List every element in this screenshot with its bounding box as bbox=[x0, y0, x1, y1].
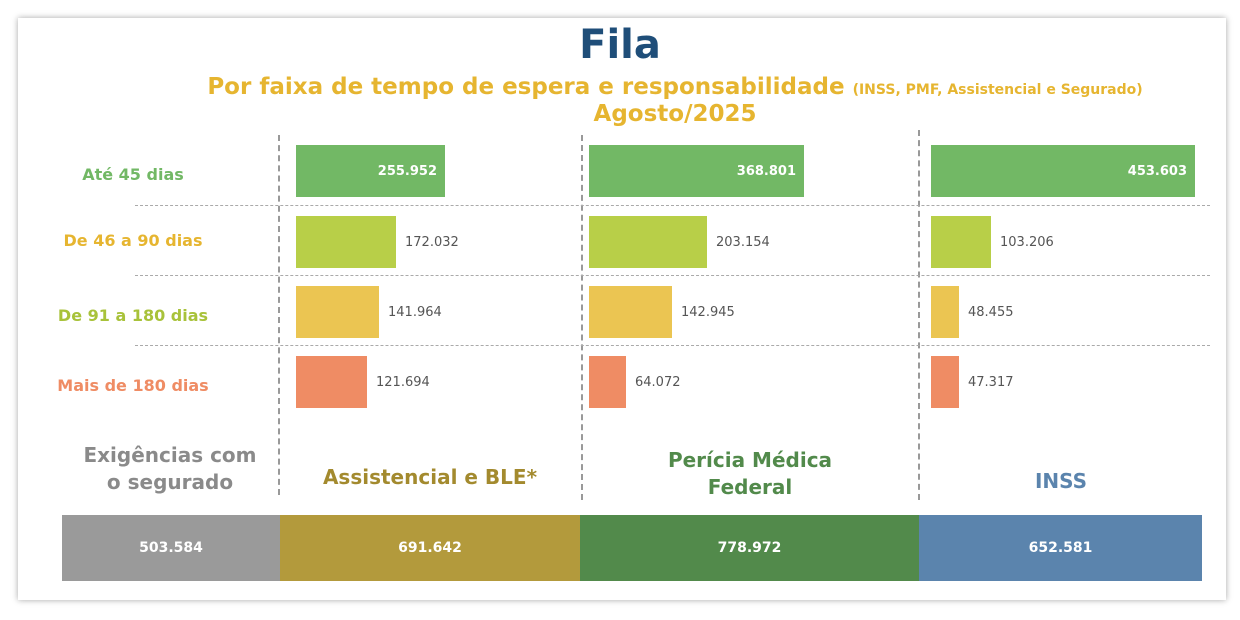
bar-label-pericia-mais-180: 64.072 bbox=[635, 375, 681, 390]
column-head-segurado: Exigências com o segurado bbox=[62, 442, 278, 496]
bar-inss-46-90 bbox=[931, 216, 991, 268]
column-divider bbox=[278, 135, 280, 495]
bar-label-inss-mais-180: 47.317 bbox=[968, 375, 1014, 390]
bar-label-pericia-91-180: 142.945 bbox=[681, 305, 735, 320]
bar-label-assistencial-91-180: 141.964 bbox=[388, 305, 442, 320]
row-divider bbox=[135, 205, 1210, 206]
column-head-pericia: Perícia Médica Federal bbox=[582, 447, 918, 501]
bar-label-inss-46-90: 103.206 bbox=[1000, 235, 1054, 250]
bar-inss-ate-45 bbox=[931, 145, 1195, 197]
bar-assistencial-ate-45 bbox=[296, 145, 445, 197]
bar-assistencial-46-90 bbox=[296, 216, 396, 268]
chart-date: Agosto/2025 bbox=[593, 101, 757, 127]
bar-label-assistencial-46-90: 172.032 bbox=[405, 235, 459, 250]
chart-subtitle: Por faixa de tempo de espera e responsab… bbox=[0, 74, 1240, 100]
row-label-ate-45: Até 45 dias bbox=[82, 165, 184, 184]
row-label-46-90: De 46 a 90 dias bbox=[63, 231, 203, 250]
bar-inss-mais-180 bbox=[931, 356, 959, 408]
row-label-91-180: De 91 a 180 dias bbox=[57, 306, 209, 325]
segurado-head-line2: o segurado bbox=[106, 470, 234, 494]
total-inss: 652.581 bbox=[919, 515, 1202, 581]
bar-label-pericia-46-90: 203.154 bbox=[716, 235, 770, 250]
column-divider bbox=[918, 130, 920, 500]
column-head-inss: INSS bbox=[1034, 469, 1088, 493]
chart-title: Fila bbox=[579, 22, 661, 68]
row-label-mais-180: Mais de 180 dias bbox=[57, 376, 209, 395]
bar-pericia-ate-45 bbox=[589, 145, 804, 197]
subtitle-main: Por faixa de tempo de espera e responsab… bbox=[207, 74, 845, 100]
row-divider bbox=[135, 275, 1210, 276]
total-inss-value: 652.581 bbox=[1028, 540, 1093, 556]
bar-label-inss-91-180: 48.455 bbox=[968, 305, 1014, 320]
bar-assistencial-mais-180 bbox=[296, 356, 367, 408]
total-pericia: 778.972 bbox=[580, 515, 919, 581]
bar-label-assistencial-mais-180: 121.694 bbox=[376, 375, 430, 390]
total-pericia-value: 778.972 bbox=[717, 540, 782, 556]
total-assistencial: 691.642 bbox=[280, 515, 580, 581]
row-divider bbox=[135, 345, 1210, 346]
bar-label-pericia-ate-45: 368.801 bbox=[736, 164, 796, 179]
bar-pericia-91-180 bbox=[589, 286, 672, 338]
total-segurado: 503.584 bbox=[62, 515, 280, 581]
pericia-head-line1: Perícia Médica bbox=[667, 448, 833, 472]
bar-assistencial-91-180 bbox=[296, 286, 379, 338]
bar-label-inss-ate-45: 453.603 bbox=[1127, 164, 1187, 179]
total-segurado-value: 503.584 bbox=[139, 540, 203, 556]
total-assistencial-value: 691.642 bbox=[398, 540, 462, 556]
bar-label-assistencial-ate-45: 255.952 bbox=[377, 164, 437, 179]
segurado-head-line1: Exigências com bbox=[83, 443, 257, 467]
column-divider bbox=[581, 135, 583, 500]
pericia-head-line2: Federal bbox=[707, 475, 793, 499]
subtitle-small: (INSS, PMF, Assistencial e Segurado) bbox=[852, 82, 1143, 98]
bar-pericia-46-90 bbox=[589, 216, 707, 268]
bar-pericia-mais-180 bbox=[589, 356, 626, 408]
column-head-assistencial: Assistencial e BLE* bbox=[322, 465, 538, 489]
bar-inss-91-180 bbox=[931, 286, 959, 338]
